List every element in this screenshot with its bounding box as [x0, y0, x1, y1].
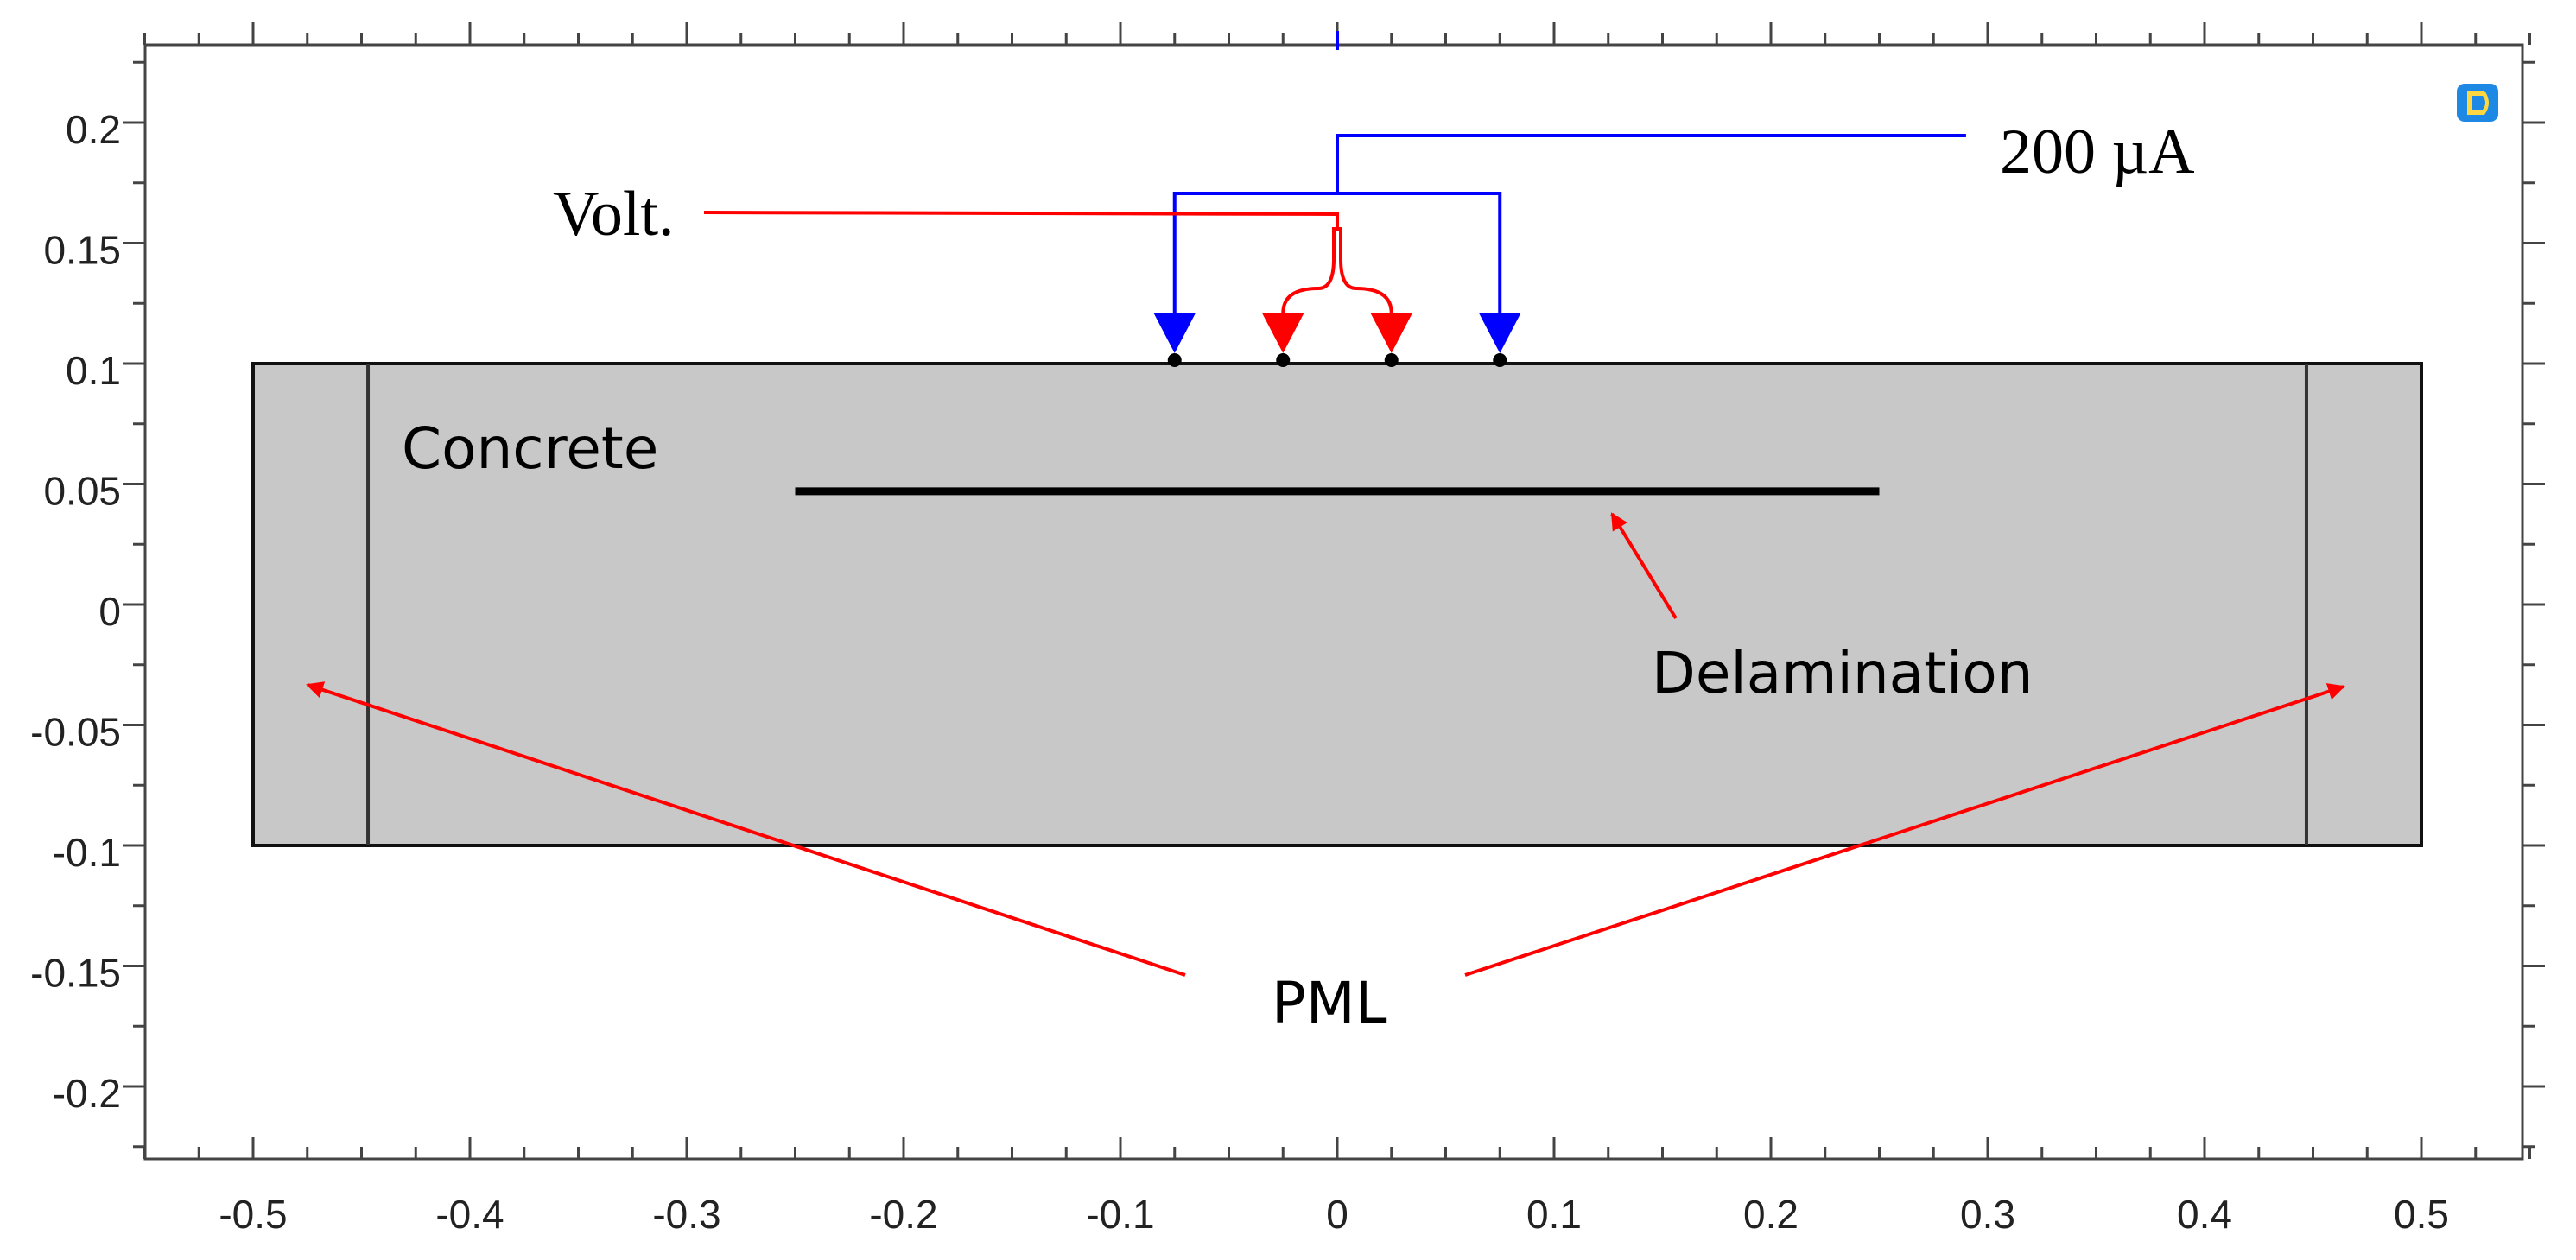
x-tick-label: -0.1 [1086, 1192, 1154, 1237]
y-tick-label: -0.2 [53, 1071, 121, 1116]
x-tick-label: -0.2 [869, 1192, 937, 1237]
y-tick-label: 0.15 [43, 228, 121, 273]
concrete-domain [251, 362, 2423, 847]
plot-frame [143, 43, 2524, 1161]
electrode-p1 [1276, 353, 1291, 367]
x-tick-label: 0 [1326, 1192, 1348, 1237]
y-tick-label: 0.2 [66, 107, 121, 152]
voltage-label: Volt. [553, 179, 675, 250]
x-tick-label: 0.1 [1526, 1192, 1582, 1237]
current-wire [1172, 134, 1966, 313]
software-logo-icon [2457, 84, 2498, 122]
x-tick-labels: -0.5 -0.4 -0.3 -0.2 -0.1 0 0.1 0.2 0.3 0.4 0.5 [219, 1192, 2449, 1237]
y-tick-labels: 0.2 0.15 0.1 0.05 0 -0.05 -0.1 -0.15 -0.2 [30, 107, 121, 1116]
y-tick-label: 0 [98, 589, 121, 634]
voltage-wire [703, 211, 1339, 229]
delamination-pointer-arrow [1610, 512, 1678, 620]
pml-label: PML [1272, 970, 1387, 1036]
y-tick-label: -0.05 [30, 710, 121, 755]
y-tick-label: -0.15 [30, 951, 121, 996]
pml-pointer-right-arrow [1464, 683, 2345, 977]
electrode-p2 [1384, 353, 1399, 367]
y-tick-label: 0.05 [43, 469, 121, 514]
electrode-c1 [1167, 353, 1182, 367]
y-tick-label: 0.1 [66, 348, 121, 393]
x-tick-label: 0.2 [1743, 1192, 1799, 1237]
x-tick-label: 0.3 [1960, 1192, 2015, 1237]
delamination-label: Delamination [1652, 640, 2034, 706]
x-tick-label: -0.4 [435, 1192, 504, 1237]
voltage-brace [1281, 227, 1393, 314]
current-arrow-right-icon [1479, 313, 1521, 353]
y-tick-label: -0.1 [53, 830, 121, 875]
x-tick-label: -0.3 [652, 1192, 720, 1237]
concrete-label: Concrete [402, 415, 658, 482]
voltage-arrow-right-icon [1370, 313, 1412, 353]
x-tick-label: 0.4 [2177, 1192, 2232, 1237]
electrode-c2 [1493, 353, 1507, 367]
current-label: 200 µA [2000, 117, 2195, 187]
voltage-arrow-left-icon [1262, 313, 1304, 353]
x-tick-label: 0.5 [2394, 1192, 2449, 1237]
axis-ticks [123, 22, 2545, 1159]
x-tick-label: -0.5 [219, 1192, 287, 1237]
current-arrow-left-icon [1153, 313, 1196, 353]
pml-pointer-left-arrow [306, 681, 1186, 977]
